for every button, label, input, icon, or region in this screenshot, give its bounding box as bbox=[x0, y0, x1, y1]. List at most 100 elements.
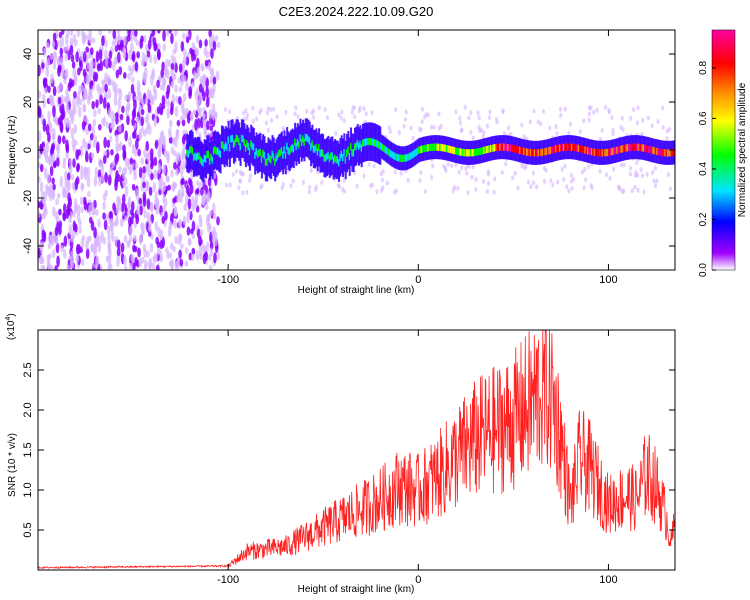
noise-blob bbox=[50, 73, 54, 84]
signal-core bbox=[594, 148, 597, 157]
noise-blob bbox=[63, 235, 68, 247]
noise-blob bbox=[168, 30, 173, 34]
noise-blob bbox=[245, 112, 249, 118]
noise-blob bbox=[44, 87, 48, 94]
noise-blob bbox=[90, 152, 95, 159]
noise-blob bbox=[140, 97, 144, 105]
noise-blob bbox=[178, 86, 183, 93]
noise-blob bbox=[45, 123, 50, 136]
snr-xtick-label: 100 bbox=[599, 574, 617, 586]
noise-blob bbox=[486, 180, 491, 186]
noise-blob bbox=[102, 212, 106, 220]
signal-core bbox=[570, 143, 573, 151]
signal-core bbox=[449, 145, 452, 154]
snr-ylabel: SNR (10 * v/v) bbox=[7, 433, 18, 497]
signal-core bbox=[306, 134, 309, 142]
noise-blob bbox=[66, 206, 71, 216]
noise-blob bbox=[642, 189, 646, 195]
noise-blob bbox=[56, 221, 60, 232]
noise-blob bbox=[102, 201, 106, 211]
signal-core bbox=[523, 147, 526, 155]
noise-blob bbox=[149, 73, 154, 86]
noise-blob bbox=[156, 48, 161, 60]
noise-blob bbox=[212, 212, 217, 220]
noise-blob bbox=[254, 116, 259, 122]
noise-blob bbox=[353, 114, 357, 120]
noise-blob bbox=[66, 117, 70, 129]
noise-blob bbox=[182, 74, 187, 83]
noise-blob bbox=[127, 92, 132, 103]
signal-core bbox=[443, 144, 446, 152]
snr-ticks: -100 0 100 0.5 1.0 1.5 2.0 2.5 bbox=[22, 330, 675, 586]
noise-blob bbox=[178, 249, 182, 259]
signal-core bbox=[227, 136, 230, 144]
noise-blob bbox=[146, 181, 150, 191]
signal-core bbox=[262, 149, 265, 157]
noise-blob bbox=[52, 105, 56, 118]
noise-blob bbox=[207, 61, 211, 71]
signal-core bbox=[296, 138, 299, 147]
signal-core bbox=[260, 155, 263, 163]
noise-blob bbox=[111, 118, 115, 131]
noise-blob bbox=[39, 163, 44, 173]
noise-blob bbox=[70, 127, 75, 140]
noise-blob bbox=[146, 150, 151, 163]
noise-blob bbox=[214, 35, 219, 42]
noise-blob bbox=[100, 86, 104, 95]
noise-blob bbox=[635, 120, 639, 126]
signal-core bbox=[605, 148, 608, 157]
noise-blob bbox=[66, 45, 70, 52]
snr-ytick-label: 1.5 bbox=[22, 442, 34, 457]
noise-blob bbox=[49, 165, 54, 177]
noise-blob bbox=[234, 168, 239, 174]
noise-blob bbox=[186, 226, 191, 236]
signal-core bbox=[385, 147, 388, 155]
noise-blob bbox=[92, 139, 97, 148]
noise-blob bbox=[587, 105, 592, 111]
signal-core bbox=[656, 147, 659, 156]
noise-blob bbox=[132, 262, 136, 270]
noise-blob bbox=[43, 190, 47, 202]
noise-blob bbox=[128, 216, 132, 227]
noise-blob bbox=[264, 120, 268, 126]
noise-blob bbox=[90, 244, 94, 252]
noise-blob bbox=[68, 77, 73, 88]
signal-core bbox=[232, 140, 235, 148]
noise-blob bbox=[103, 136, 107, 149]
colorbar-ticks: 0.0 0.2 0.4 0.6 0.8 bbox=[698, 61, 716, 277]
noise-blob bbox=[163, 66, 168, 75]
noise-blob bbox=[48, 95, 53, 103]
noise-blob bbox=[511, 175, 515, 181]
noise-blob bbox=[529, 184, 533, 190]
noise-blob bbox=[296, 113, 300, 119]
noise-blob bbox=[107, 174, 112, 186]
noise-blob bbox=[397, 130, 402, 136]
noise-blob bbox=[52, 85, 57, 97]
noise-blob bbox=[211, 108, 216, 121]
noise-blob bbox=[458, 120, 463, 126]
noise-blob bbox=[195, 47, 200, 57]
noise-blob bbox=[198, 107, 203, 118]
signal-core bbox=[628, 143, 631, 152]
noise-blob bbox=[268, 106, 273, 112]
signal-core bbox=[328, 155, 331, 163]
signal-core bbox=[254, 151, 257, 159]
noise-blob bbox=[619, 162, 623, 168]
noise-blob bbox=[98, 123, 102, 131]
noise-blob bbox=[121, 105, 125, 114]
noise-blob bbox=[120, 242, 125, 253]
noise-blob bbox=[72, 158, 76, 168]
noise-blob bbox=[74, 203, 78, 215]
signal-core bbox=[324, 154, 327, 162]
noise-blob bbox=[301, 179, 305, 185]
noise-blob bbox=[210, 48, 214, 59]
signal-core bbox=[210, 153, 213, 161]
colorbar-tick-label: 0.4 bbox=[698, 162, 709, 176]
signal-core bbox=[512, 144, 515, 153]
signal-core bbox=[304, 133, 307, 142]
signal-core bbox=[371, 138, 374, 146]
noise-blob bbox=[403, 116, 408, 122]
noise-blob bbox=[559, 112, 563, 118]
signal-core bbox=[469, 149, 472, 157]
